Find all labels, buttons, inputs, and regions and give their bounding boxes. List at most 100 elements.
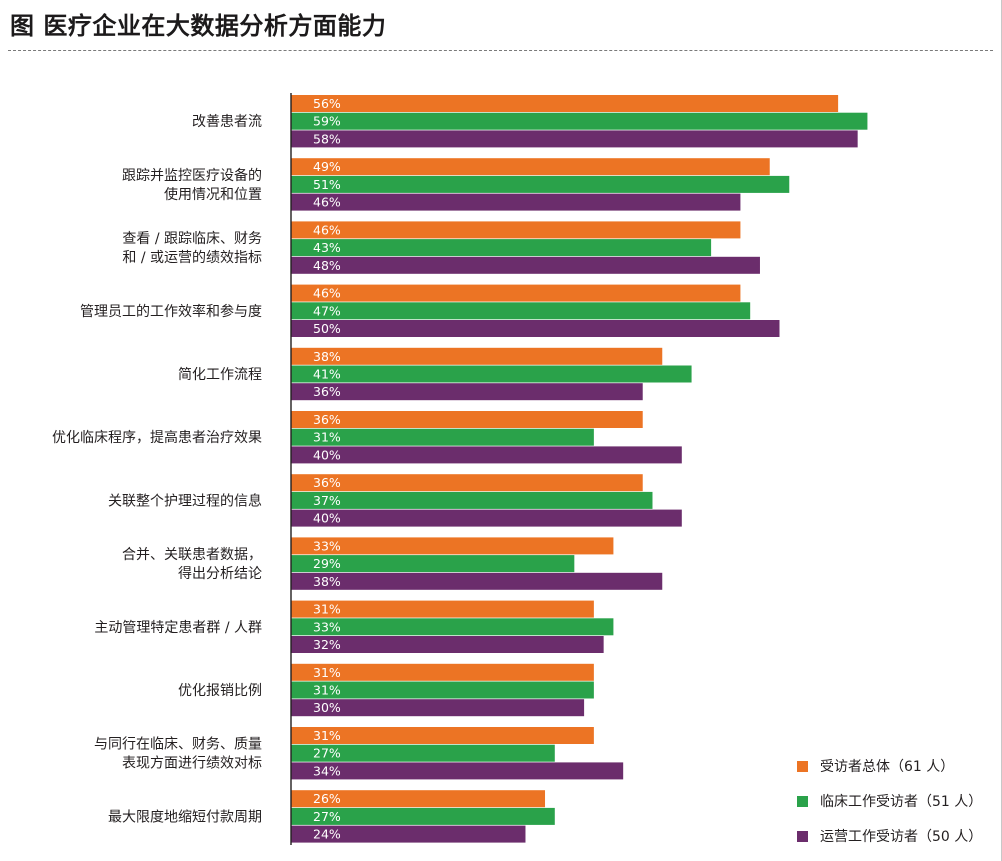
category-group: 56% 59% 58% 改善患者流 xyxy=(192,95,868,148)
data-label: 33% xyxy=(313,538,341,553)
bar xyxy=(291,112,868,130)
data-label: 30% xyxy=(313,700,341,715)
category-label: 表现方面进行绩效对标 xyxy=(122,756,262,772)
data-label: 32% xyxy=(313,637,341,652)
bar xyxy=(291,618,614,636)
legend-swatch xyxy=(797,761,808,772)
bar xyxy=(291,130,858,148)
bar xyxy=(291,284,741,302)
bar xyxy=(291,256,760,274)
bar xyxy=(291,347,663,365)
legend-swatch xyxy=(797,796,808,807)
bar xyxy=(291,446,682,464)
category-label: 和 / 或运营的绩效指标 xyxy=(122,250,262,266)
bar xyxy=(291,555,575,573)
bar xyxy=(291,681,594,699)
data-label: 36% xyxy=(313,475,341,490)
category-group: 36% 37% 40% 关联整个护理过程的信息 xyxy=(108,474,682,527)
data-label: 43% xyxy=(313,240,341,255)
data-label: 50% xyxy=(313,321,341,336)
data-label: 51% xyxy=(313,177,341,192)
bar xyxy=(291,302,751,320)
data-label: 58% xyxy=(313,131,341,146)
data-label: 34% xyxy=(313,763,341,778)
data-label: 31% xyxy=(313,430,341,445)
data-label: 46% xyxy=(313,222,341,237)
bar xyxy=(291,411,643,428)
data-label: 49% xyxy=(313,159,341,174)
data-label: 26% xyxy=(313,791,341,806)
category-group: 26% 27% 24% 最大限度地缩短付款周期 xyxy=(108,790,555,843)
bar xyxy=(291,95,839,112)
category-label: 查看 / 跟踪临床、财务 xyxy=(122,231,262,247)
data-label: 46% xyxy=(313,195,341,210)
bar xyxy=(291,663,594,681)
category-group: 31% 31% 30% 优化报销比例 xyxy=(178,663,594,717)
category-group: 31% 33% 32% 主动管理特定患者群 / 人群 xyxy=(94,600,614,653)
bar xyxy=(291,193,741,211)
legend-label: 临床工作受访者（51 人） xyxy=(820,794,982,810)
bar xyxy=(291,158,770,176)
bar xyxy=(291,636,604,653)
category-label: 跟踪并监控医疗设备的 xyxy=(122,167,262,184)
data-label: 38% xyxy=(313,349,341,364)
bar xyxy=(291,175,790,193)
data-label: 48% xyxy=(313,258,341,273)
bar xyxy=(291,474,643,492)
legend-label: 受访者总体（61 人） xyxy=(820,759,954,775)
data-label: 38% xyxy=(313,574,341,589)
bar xyxy=(291,383,643,401)
category-label: 优化临床程序，提高患者治疗效果 xyxy=(52,429,262,446)
category-label: 合并、关联患者数据， xyxy=(122,547,262,563)
data-label: 31% xyxy=(313,602,341,617)
bar xyxy=(291,221,741,239)
category-group: 36% 31% 40% 优化临床程序，提高患者治疗效果 xyxy=(52,411,682,464)
data-label: 56% xyxy=(313,96,341,111)
data-label: 41% xyxy=(313,367,341,382)
data-label: 40% xyxy=(313,511,341,526)
bar xyxy=(291,727,594,744)
category-label: 关联整个护理过程的信息 xyxy=(108,492,262,509)
title-divider xyxy=(8,50,993,51)
bar xyxy=(291,744,555,762)
category-label: 得出分析结论 xyxy=(178,565,262,582)
bar xyxy=(291,509,682,527)
category-label: 简化工作流程 xyxy=(178,366,262,383)
chart-title: 图 医疗企业在大数据分析方面能力 xyxy=(10,12,387,40)
category-label: 使用情况和位置 xyxy=(164,186,262,203)
category-group: 33% 29% 38% 合并、关联患者数据， 得出分析结论 xyxy=(122,537,663,590)
data-label: 36% xyxy=(313,412,341,427)
category-label: 优化报销比例 xyxy=(178,683,262,699)
data-label: 40% xyxy=(313,447,341,462)
data-label: 31% xyxy=(313,665,341,680)
category-label: 最大限度地缩短付款周期 xyxy=(108,809,262,825)
data-label: 33% xyxy=(313,619,341,634)
data-label: 24% xyxy=(313,827,341,842)
bar xyxy=(291,825,526,843)
data-label: 59% xyxy=(313,114,341,129)
data-label: 37% xyxy=(313,493,341,508)
data-label: 29% xyxy=(313,556,341,571)
bar xyxy=(291,537,614,555)
data-label: 47% xyxy=(313,303,341,318)
bar xyxy=(291,699,585,717)
bar xyxy=(291,572,663,590)
bar xyxy=(291,491,653,509)
bar xyxy=(291,428,594,446)
legend-swatch xyxy=(797,831,808,842)
bar xyxy=(291,365,692,383)
legend-label: 运营工作受访者（50 人） xyxy=(820,829,982,845)
data-label: 27% xyxy=(313,746,341,761)
data-label: 46% xyxy=(313,286,341,301)
bar xyxy=(291,320,780,337)
category-label: 管理员工的工作效率和参与度 xyxy=(80,303,262,320)
data-label: 31% xyxy=(313,728,341,743)
bar xyxy=(291,762,624,780)
category-group: 46% 43% 48% 查看 / 跟踪临床、财务和 / 或运营的绩效指标 xyxy=(122,221,760,274)
category-group: 46% 47% 50% 管理员工的工作效率和参与度 xyxy=(80,284,780,337)
bar xyxy=(291,600,594,618)
